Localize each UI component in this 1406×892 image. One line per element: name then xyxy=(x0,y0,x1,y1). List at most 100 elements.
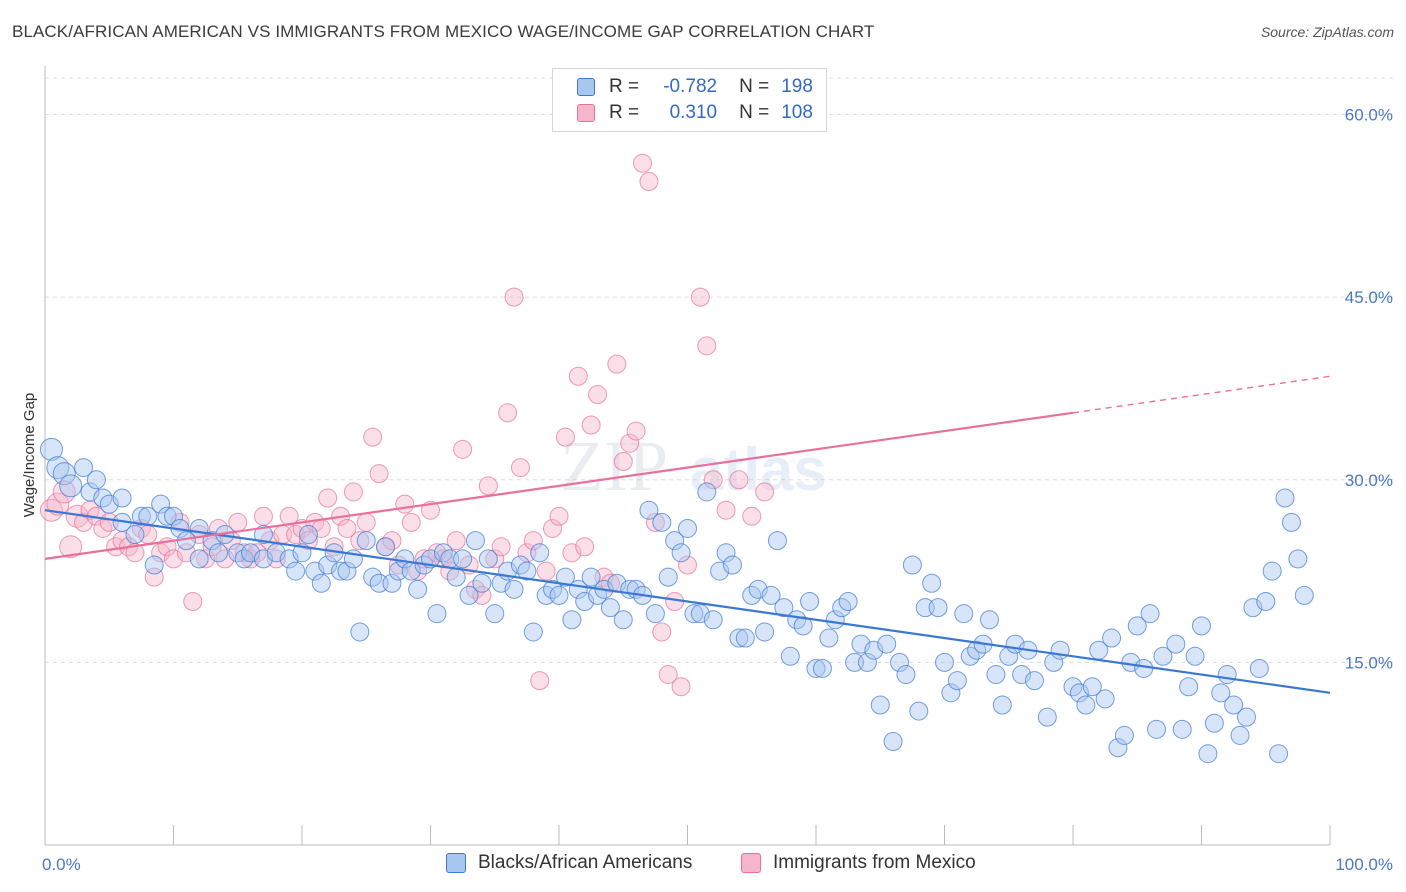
point-blacks xyxy=(645,604,665,624)
point-blacks xyxy=(189,549,209,569)
point-blacks xyxy=(144,555,164,575)
point-mexico xyxy=(253,506,273,526)
point-blacks xyxy=(671,543,691,563)
point-blacks xyxy=(947,671,967,691)
point-blacks xyxy=(112,488,132,508)
legend-r-label: R = xyxy=(609,102,640,123)
point-blacks xyxy=(517,561,537,581)
point-mexico xyxy=(59,535,83,559)
point-blacks xyxy=(74,458,94,478)
point-mexico xyxy=(74,512,94,532)
point-blacks xyxy=(806,658,826,678)
trend-line-blacks xyxy=(44,509,1331,694)
point-blacks xyxy=(555,567,575,587)
point-mexico xyxy=(620,433,640,453)
point-mexico xyxy=(395,494,415,514)
legend-series: Blacks/African Americans Immigrants from… xyxy=(0,852,1406,878)
point-blacks xyxy=(157,506,177,526)
legend-r-value: -0.782 xyxy=(663,76,718,97)
point-mexico xyxy=(562,543,582,563)
point-blacks xyxy=(857,652,877,672)
point-blacks xyxy=(80,482,100,502)
point-mexico xyxy=(543,518,563,538)
point-blacks xyxy=(86,470,106,490)
point-blacks xyxy=(1166,634,1186,654)
point-blacks xyxy=(1153,646,1173,666)
point-mexico xyxy=(581,415,601,435)
point-blacks xyxy=(151,494,171,514)
point-blacks xyxy=(350,622,370,642)
point-blacks xyxy=(208,543,228,563)
point-mexico xyxy=(652,622,672,642)
legend-r-value: 0.310 xyxy=(669,102,718,123)
point-blacks xyxy=(652,512,672,532)
point-mexico xyxy=(549,506,569,526)
point-mexico xyxy=(491,537,511,557)
point-mexico xyxy=(298,531,318,551)
point-blacks xyxy=(1037,707,1057,727)
point-blacks xyxy=(305,561,325,581)
legend-item-blacks[interactable]: Blacks/African Americans xyxy=(446,852,692,874)
point-blacks xyxy=(408,579,428,599)
point-mexico xyxy=(633,153,653,173)
point-blacks xyxy=(883,732,903,752)
legend-n-value: 198 xyxy=(781,76,813,97)
point-blacks xyxy=(902,555,922,575)
legend-swatch-blue xyxy=(577,78,595,96)
legend-n-label: N = xyxy=(739,76,770,97)
point-mexico xyxy=(369,464,389,484)
point-blacks xyxy=(1211,683,1231,703)
axes: 0.0% 100.0% xyxy=(42,66,1393,874)
point-blacks xyxy=(1179,677,1199,697)
point-blacks xyxy=(318,555,338,575)
point-blacks xyxy=(1114,725,1134,745)
point-mexico xyxy=(183,592,203,612)
point-blacks xyxy=(992,695,1012,715)
point-mexico xyxy=(363,427,383,447)
point-blacks xyxy=(485,604,505,624)
point-blacks xyxy=(1275,488,1295,508)
point-mexico xyxy=(575,537,595,557)
point-blacks xyxy=(562,610,582,630)
point-blacks xyxy=(530,543,550,563)
point-blacks xyxy=(710,561,730,581)
point-mexico xyxy=(523,531,543,551)
point-blacks xyxy=(504,579,524,599)
legend-item-mexico[interactable]: Immigrants from Mexico xyxy=(741,852,976,874)
point-mexico xyxy=(478,476,498,496)
point-blacks xyxy=(819,628,839,648)
point-mexico xyxy=(536,561,556,581)
y-tick-label: 15.0% xyxy=(1345,653,1393,672)
point-blacks xyxy=(337,561,357,581)
point-mexico xyxy=(46,492,70,516)
point-blacks xyxy=(684,604,704,624)
y-axis-label: Wage/Income Gap xyxy=(21,393,38,518)
point-mexico xyxy=(678,555,697,575)
point-blacks xyxy=(1198,744,1218,764)
point-blacks xyxy=(1076,695,1096,715)
point-blacks xyxy=(99,494,119,514)
point-blacks xyxy=(678,518,697,538)
legend-r-label: R = xyxy=(609,76,640,97)
point-blacks xyxy=(735,628,755,648)
point-blacks xyxy=(722,555,742,575)
point-blacks xyxy=(979,610,999,630)
point-blacks xyxy=(1095,689,1115,709)
point-mexico xyxy=(453,439,473,459)
point-mexico xyxy=(703,470,723,490)
point-blacks xyxy=(780,646,800,666)
point-mexico xyxy=(742,506,762,526)
point-blacks xyxy=(253,549,273,569)
chart-title: BLACK/AFRICAN AMERICAN VS IMMIGRANTS FRO… xyxy=(12,22,875,41)
point-blacks xyxy=(1243,598,1263,618)
point-blacks xyxy=(690,604,710,624)
point-blacks xyxy=(986,665,1006,685)
point-blacks xyxy=(279,549,299,569)
point-blacks xyxy=(838,592,858,612)
source-label: Source: ZipAtlas.com xyxy=(1260,24,1394,40)
point-blacks xyxy=(395,549,415,569)
point-mexico xyxy=(639,171,659,191)
point-blacks xyxy=(286,561,306,581)
point-blacks xyxy=(658,567,678,587)
point-blacks xyxy=(1249,658,1269,678)
